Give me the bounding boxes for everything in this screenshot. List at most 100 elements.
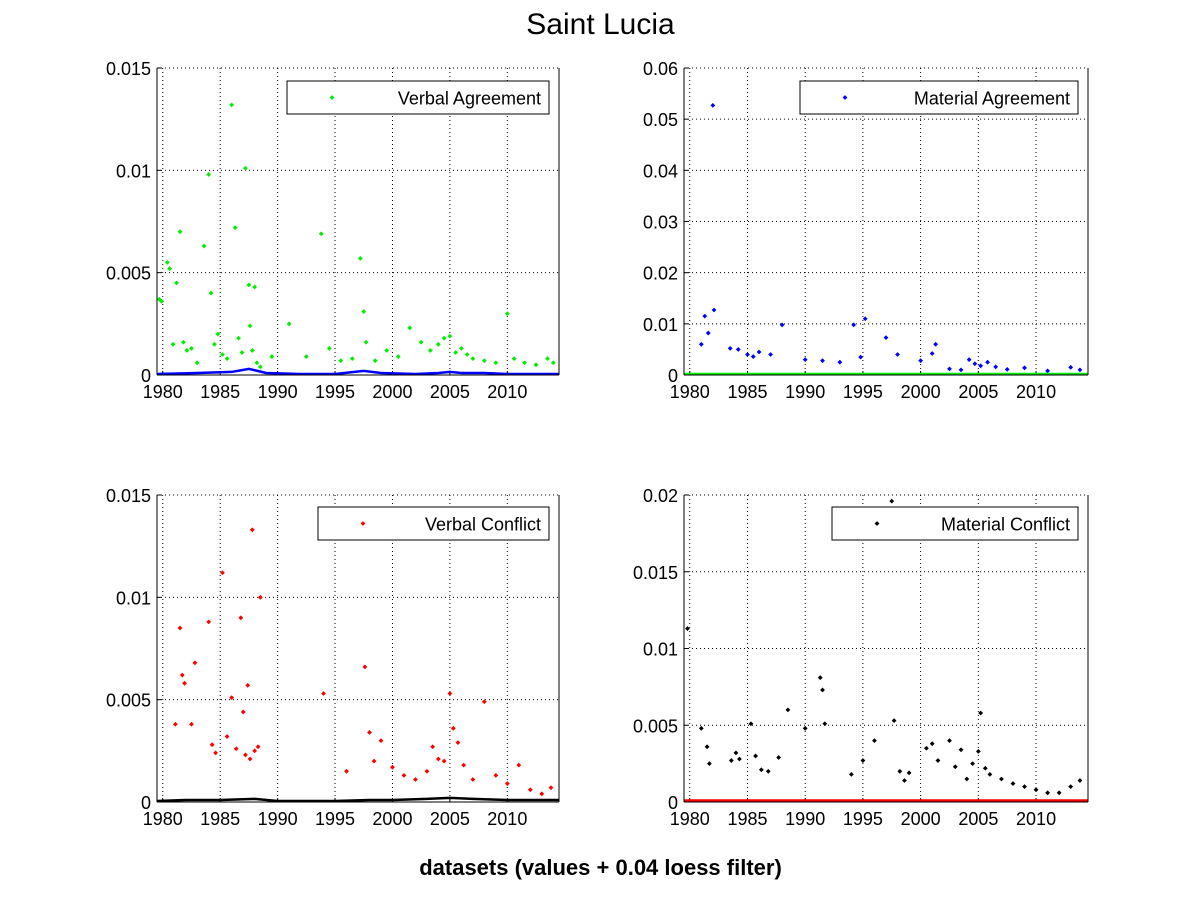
data-point [177,625,183,631]
data-point [966,357,972,363]
data-point [240,709,246,715]
data-point [236,335,241,341]
data-point [820,358,825,364]
legend-marker [842,95,848,100]
x-tick-label: 1980 [670,382,710,402]
y-tick-label: 0 [668,793,678,813]
data-point [1068,784,1074,790]
data-point [184,348,190,353]
data-point [929,351,935,356]
data-point [189,721,194,727]
x-tick-label: 1990 [785,382,825,402]
data-point [702,313,708,319]
data-point [1068,364,1074,370]
data-point [430,744,436,750]
data-point [527,787,533,793]
data-point [897,768,903,774]
y-tick-label: 0.015 [106,59,151,79]
data-point [208,290,214,296]
y-tick-label: 0 [141,366,151,386]
data-point [238,615,244,621]
y-tick-label: 0.02 [643,486,678,506]
legend-label: Verbal Conflict [425,515,541,535]
data-point [318,231,324,237]
y-tick-label: 0.01 [643,640,678,660]
data-point [851,322,857,328]
data-point [972,361,978,367]
data-point [441,758,447,764]
data-point [189,345,194,351]
y-tick-label: 0.01 [116,161,151,181]
x-tick-label: 2000 [901,809,941,829]
data-point [837,359,843,365]
data-point [970,761,975,767]
x-tick-label: 1995 [315,809,355,829]
data-point [257,594,263,600]
data-point [993,364,999,370]
y-tick-label: 0.005 [106,264,151,284]
data-point [858,354,864,360]
data-point [174,280,179,286]
data-point [362,664,368,670]
data-point [883,335,889,341]
data-point [848,771,854,777]
x-tick-label: 1985 [727,809,767,829]
data-point [179,672,185,678]
data-point [1077,778,1083,783]
data-point [206,619,212,625]
data-point [860,758,866,763]
data-point [255,744,261,750]
data-point [711,307,717,313]
data-point [326,345,332,351]
data-point [481,358,487,364]
data-point [470,777,476,782]
data-point [982,765,988,771]
data-point [987,771,993,777]
legend-marker [874,521,880,526]
data-point [698,341,704,347]
data-point [978,710,984,716]
data-point [209,742,215,748]
data-point [539,791,545,797]
data-point [436,341,441,347]
data-point [735,347,741,352]
x-tick-label: 2010 [487,382,527,402]
x-tick-label: 1995 [315,382,355,402]
data-point [975,748,981,754]
y-tick-label: 0.04 [643,161,678,181]
data-point [206,172,212,177]
data-point [1045,368,1050,374]
data-point [220,570,225,576]
data-point [704,744,710,750]
data-point [245,682,251,688]
x-tick-label: 2000 [901,382,941,402]
y-tick-label: 0.05 [643,110,678,130]
data-point [902,778,907,783]
data-point [395,354,401,359]
data-point [947,366,952,372]
data-point [1010,781,1016,786]
data-point [776,755,782,760]
legend: Material Agreement [799,80,1079,115]
data-point [533,362,539,368]
y-tick-label: 0.02 [643,264,678,284]
trend-line [156,796,559,803]
data-point [1056,790,1062,796]
data-point [164,260,170,265]
data-point [384,348,390,353]
data-point [1004,366,1010,372]
page-title: Saint Lucia [526,8,675,41]
data-point [344,768,349,774]
trend-line [156,367,559,376]
y-tick-label: 0.005 [633,716,678,736]
data-point [427,348,433,353]
legend-label: Material Conflict [941,515,1070,535]
x-tick-label: 2000 [372,809,412,829]
data-point [548,785,554,791]
data-point [455,740,461,746]
legend-label: Verbal Agreement [398,89,541,109]
data-point [229,102,235,108]
data-point [436,756,441,762]
data-point [999,776,1004,782]
data-point [192,660,198,666]
